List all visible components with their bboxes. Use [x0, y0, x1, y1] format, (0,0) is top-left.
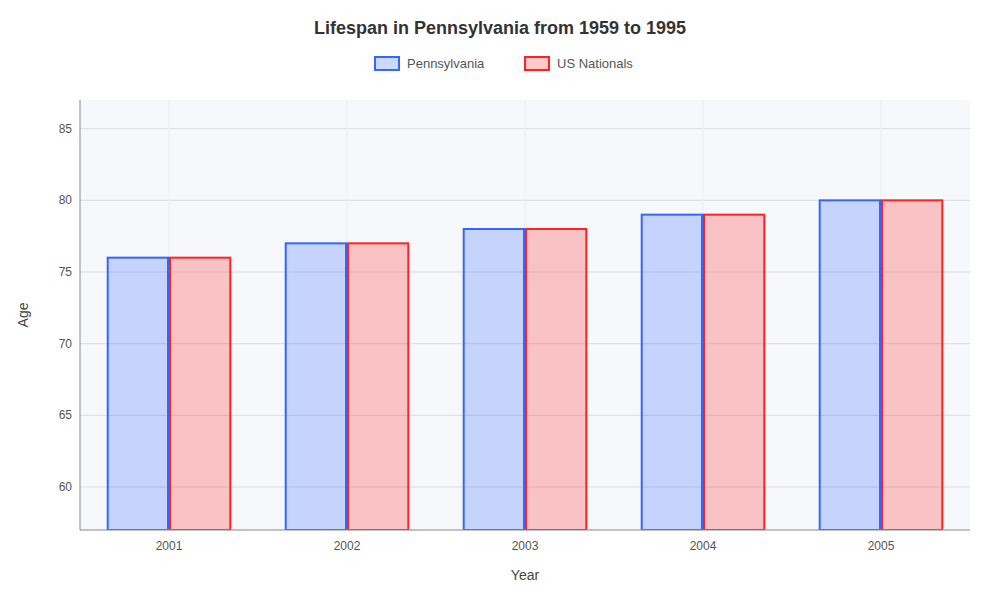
- y-tick-label: 85: [59, 122, 73, 136]
- legend: Pennsylvania US Nationals: [375, 56, 633, 71]
- bar: [526, 229, 586, 530]
- chart: 60 65 70 75 80 85 2001 2002 2003 2004 2005 Year Age L…: [0, 0, 1000, 600]
- bar: [704, 215, 764, 530]
- x-axis-label: Year: [511, 567, 540, 583]
- y-tick-label: 70: [59, 337, 73, 351]
- y-tick-label: 80: [59, 193, 73, 207]
- x-tick-label: 2001: [156, 539, 183, 553]
- bars: [108, 200, 943, 530]
- x-tick-label: 2002: [334, 539, 361, 553]
- legend-swatch: [375, 57, 399, 70]
- y-axis-line: [80, 100, 81, 530]
- bar: [642, 215, 702, 530]
- y-tick-label: 65: [59, 408, 73, 422]
- legend-label: Pennsylvania: [407, 56, 485, 71]
- x-tick-label: 2003: [512, 539, 539, 553]
- x-axis-line: [80, 530, 970, 531]
- bar: [286, 243, 346, 530]
- y-axis-label: Age: [15, 302, 31, 327]
- plot-area: [80, 100, 970, 530]
- legend-label: US Nationals: [557, 56, 633, 71]
- y-tick-label: 60: [59, 480, 73, 494]
- bar: [882, 200, 942, 530]
- x-tick-label: 2004: [690, 539, 717, 553]
- title: Lifespan in Pennsylvania from 1959 to 19…: [314, 18, 686, 38]
- bar: [464, 229, 524, 530]
- bar: [820, 200, 880, 530]
- y-tick-label: 75: [59, 265, 73, 279]
- bar: [170, 258, 230, 530]
- legend-swatch: [525, 57, 549, 70]
- bar: [108, 258, 168, 530]
- x-tick-label: 2005: [868, 539, 895, 553]
- bar: [348, 243, 408, 530]
